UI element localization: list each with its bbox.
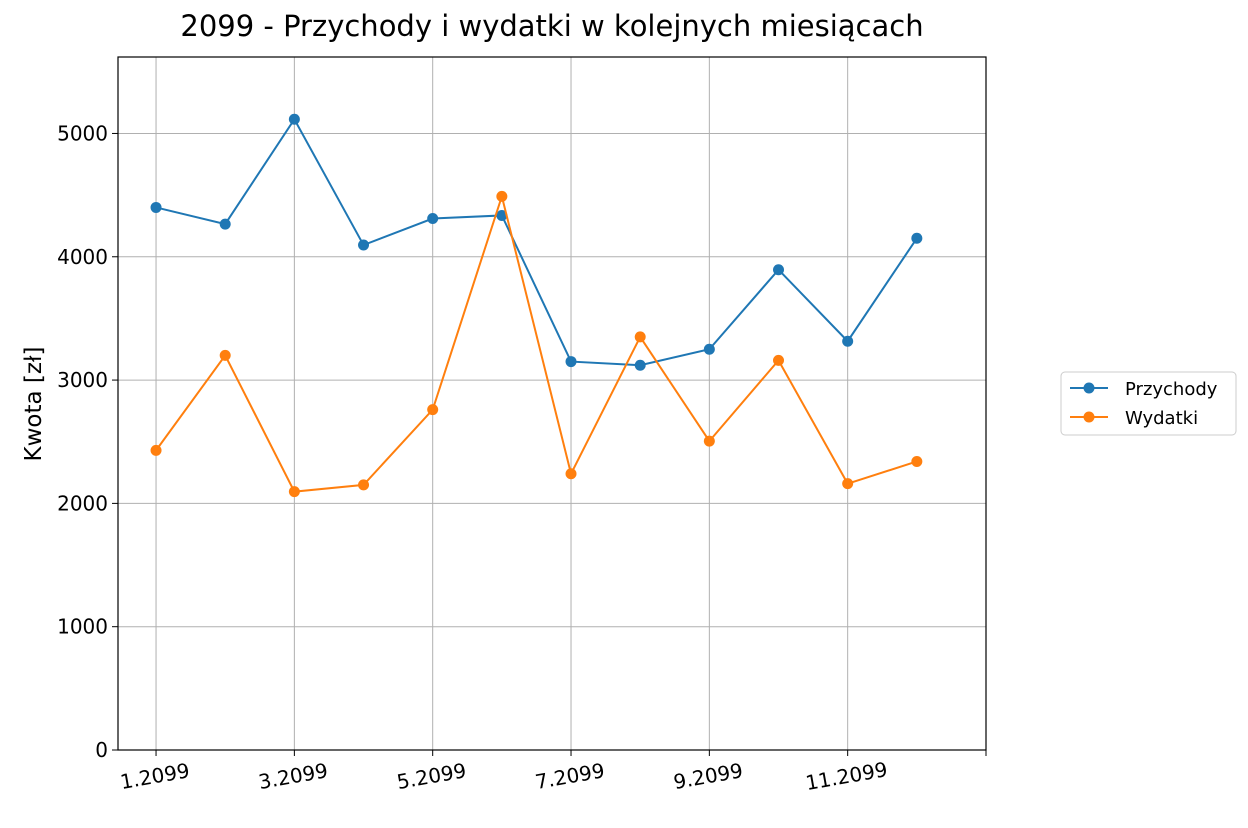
- data-point-wydatki: [911, 455, 923, 467]
- x-tick-label: 9.2099: [672, 758, 745, 794]
- chart-title: 2099 - Przychody i wydatki w kolejnych m…: [180, 9, 923, 43]
- data-point-przychody: [150, 201, 162, 213]
- y-tick-label: 2000: [57, 491, 108, 515]
- data-point-przychody: [288, 113, 300, 125]
- data-point-przychody: [496, 209, 508, 221]
- data-point-wydatki: [565, 468, 577, 480]
- data-point-przychody: [427, 213, 439, 225]
- data-point-przychody: [358, 239, 370, 251]
- data-point-wydatki: [703, 435, 715, 447]
- data-point-wydatki: [773, 354, 785, 366]
- data-point-wydatki: [358, 479, 370, 491]
- data-point-przychody: [703, 343, 715, 355]
- data-point-wydatki: [219, 349, 231, 361]
- data-point-wydatki: [288, 486, 300, 498]
- data-point-przychody: [773, 264, 785, 276]
- legend-label-wydatki: Wydatki: [1125, 408, 1198, 429]
- y-axis: 0 1000 2000 3000 4000 5000: [57, 121, 118, 762]
- x-tick-label: 7.2099: [533, 758, 606, 794]
- data-point-przychody: [911, 232, 923, 244]
- y-axis-label: Kwota [zł]: [21, 347, 47, 462]
- legend-marker-przychody: [1083, 382, 1095, 394]
- data-point-wydatki: [842, 478, 854, 490]
- x-tick-label: 5.2099: [395, 758, 468, 794]
- data-point-wydatki: [427, 404, 439, 416]
- plot-area: [117, 56, 987, 751]
- legend-label-przychody: Przychody: [1125, 379, 1218, 400]
- x-tick-label: 1.2099: [118, 758, 191, 794]
- data-point-wydatki: [150, 444, 162, 456]
- y-tick-label: 1000: [57, 615, 108, 639]
- series-line-wydatki: [155, 192, 918, 493]
- legend-marker-wydatki: [1083, 411, 1095, 423]
- y-tick-label: 3000: [57, 368, 108, 392]
- data-point-wydatki: [634, 331, 646, 343]
- y-tick-label: 5000: [57, 121, 108, 145]
- data-point-wydatki: [496, 190, 508, 202]
- series-line-przychody: [155, 117, 918, 367]
- data-point-przychody: [219, 218, 231, 230]
- legend: Przychody Wydatki: [1060, 371, 1237, 436]
- y-tick-label: 0: [95, 738, 108, 762]
- y-tick-label: 4000: [57, 245, 108, 269]
- data-point-przychody: [634, 359, 646, 371]
- x-axis: 1.2099 3.2099 5.2099 7.2099 9.2099 11.2099: [118, 750, 987, 795]
- data-point-przychody: [565, 356, 577, 368]
- data-point-przychody: [842, 335, 854, 347]
- x-tick-label: 3.2099: [257, 758, 330, 794]
- series-layer: [150, 113, 923, 498]
- x-tick-label: 11.2099: [804, 757, 890, 795]
- grid: [118, 57, 987, 751]
